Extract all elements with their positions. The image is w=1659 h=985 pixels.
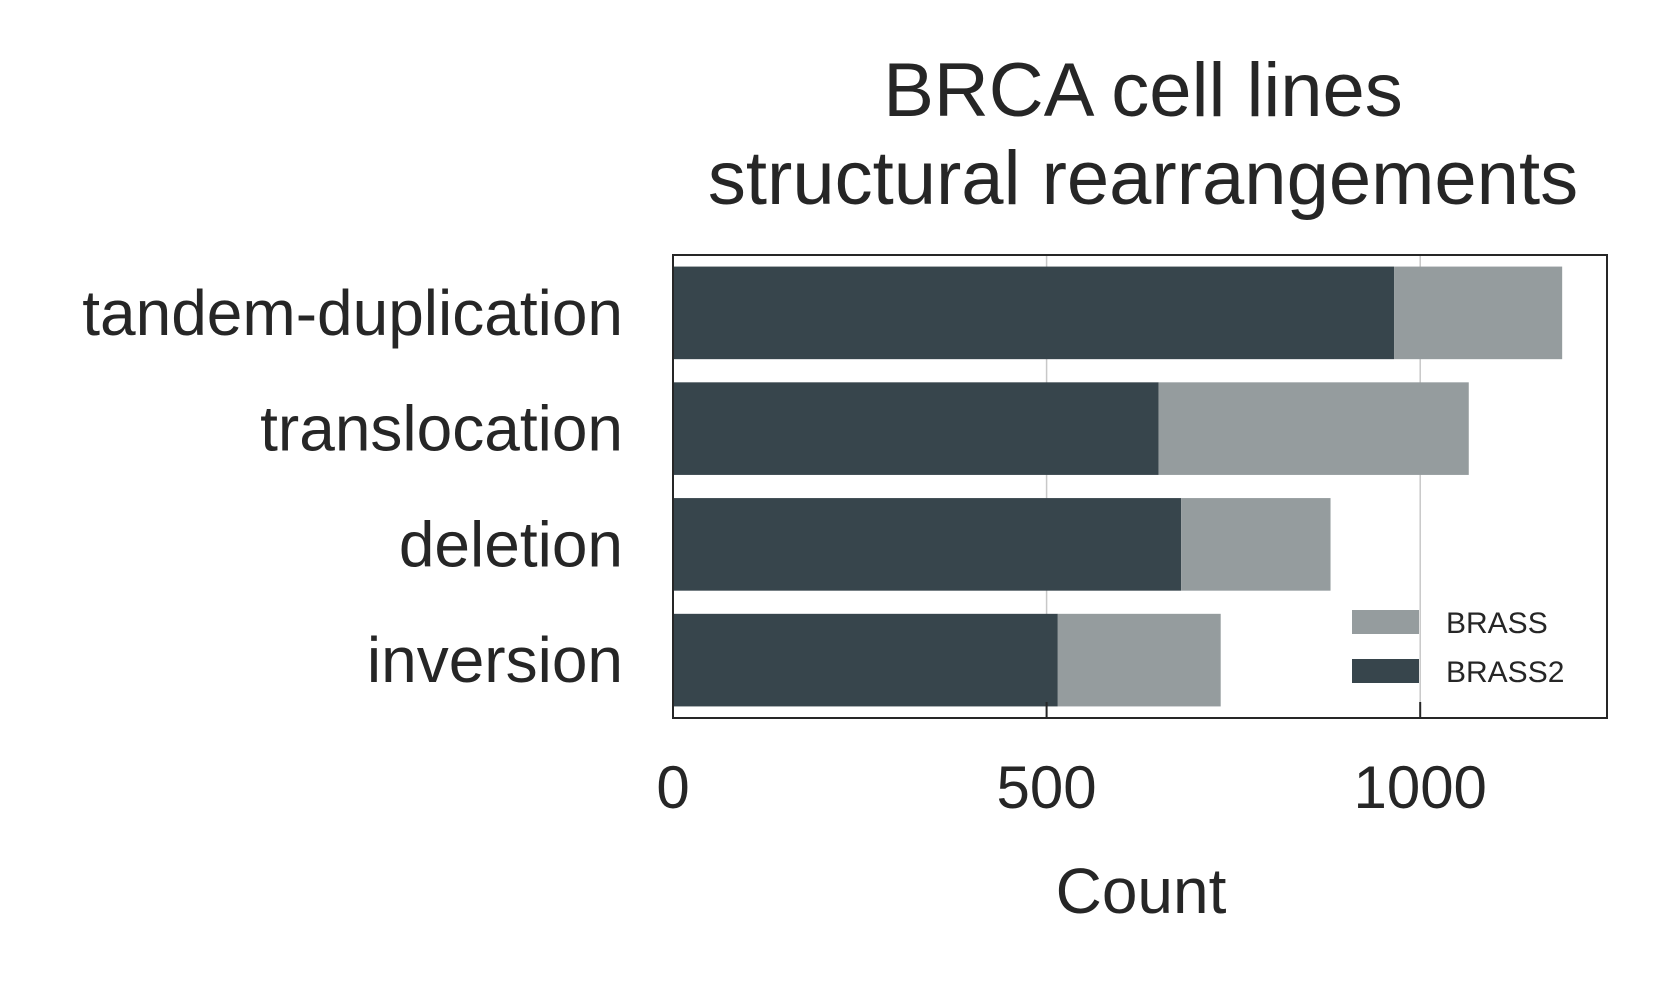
bar-brass2-inversion: [673, 613, 1058, 707]
legend-swatch-brass2: [1352, 659, 1419, 683]
bar-brass-tandem-duplication: [1394, 266, 1563, 360]
bars: [673, 266, 1563, 707]
category-label: deletion: [399, 508, 623, 580]
plot-frame: [672, 254, 1608, 719]
legend-label-brass: BRASS: [1446, 607, 1548, 640]
legend-label-brass2: BRASS2: [1446, 656, 1564, 689]
legend-swatch-brass: [1352, 610, 1419, 634]
x-tick-label: 500: [997, 754, 1097, 821]
x-tick-label: 1000: [1353, 754, 1486, 821]
chart-title-line-1: BRCA cell lines: [883, 48, 1403, 133]
category-label: translocation: [260, 393, 623, 465]
bar-brass2-deletion: [673, 498, 1182, 591]
bar-brass-inversion: [1057, 613, 1221, 707]
bar-brass2-tandem-duplication: [673, 266, 1395, 360]
bar-brass2-translocation: [673, 382, 1159, 475]
chart-title-line-2: structural rearrangements: [708, 136, 1578, 221]
chart-title: BRCA cell lines structural rearrangement…: [708, 48, 1578, 221]
bar-brass-translocation: [1158, 382, 1469, 475]
category-label: inversion: [367, 624, 623, 696]
x-axis-ticks: 0 500 1000: [656, 702, 1487, 821]
y-axis-category-labels: tandem-duplication translocation deletion i…: [82, 277, 623, 696]
legend: BRASS BRASS2: [1352, 607, 1564, 689]
category-label: tandem-duplication: [82, 277, 623, 349]
x-axis-label: Count: [1056, 855, 1227, 927]
x-tick-label: 0: [656, 754, 689, 821]
bar-brass-deletion: [1181, 498, 1331, 591]
